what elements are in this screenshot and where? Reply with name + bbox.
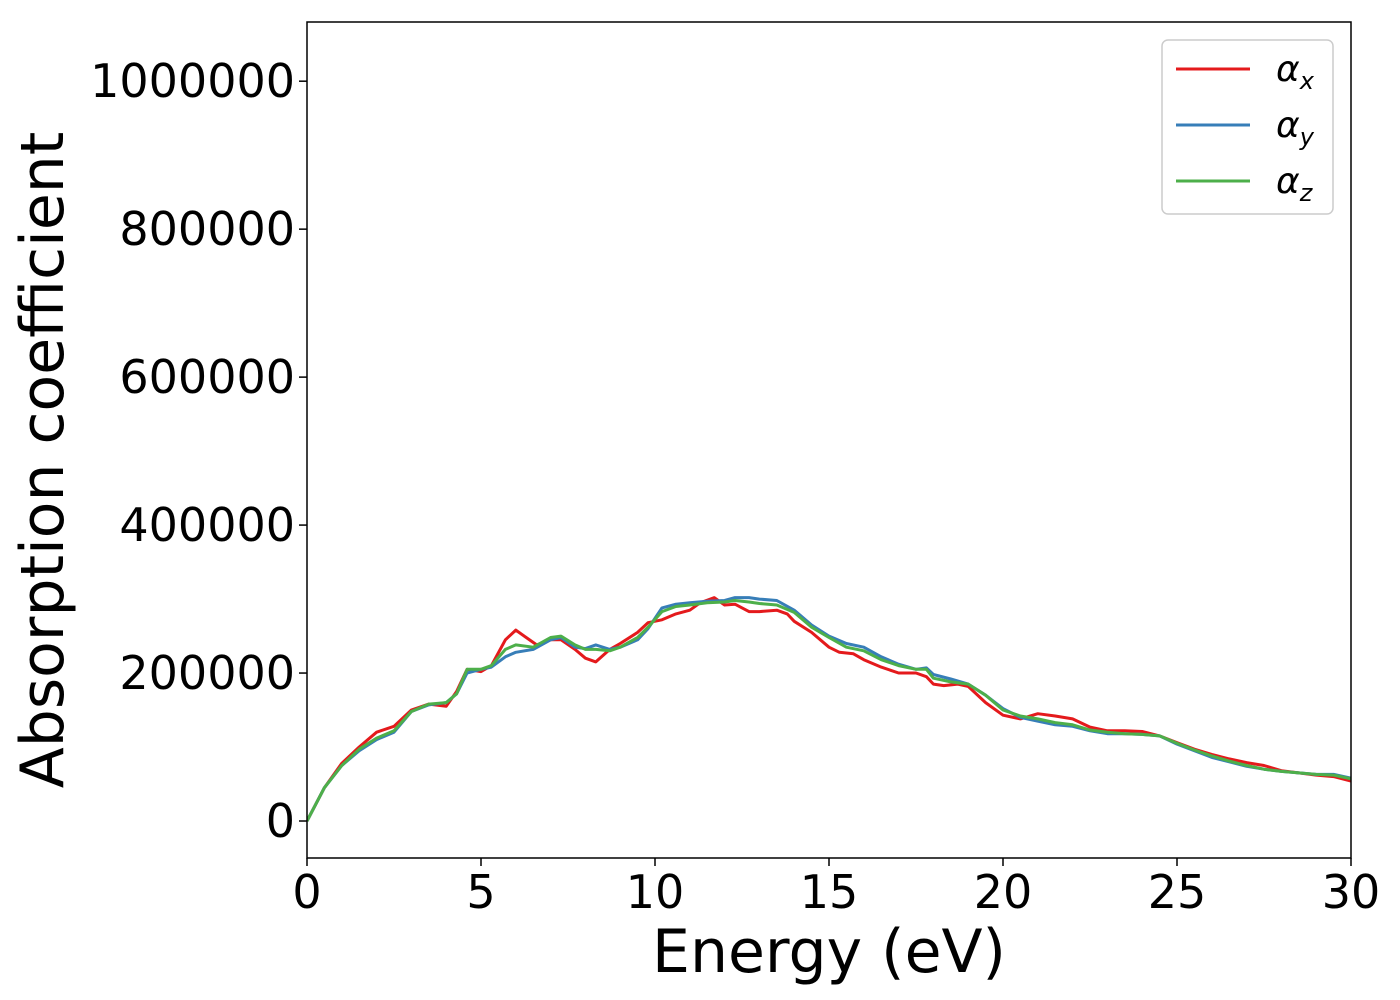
y-tick-label: 800000 bbox=[119, 202, 295, 256]
x-tick-label: 0 bbox=[292, 865, 321, 919]
legend: αx αy αz bbox=[1161, 39, 1334, 215]
plot-marks bbox=[307, 596, 1351, 822]
legend-label-z: αz bbox=[1276, 161, 1314, 207]
series-line-x bbox=[307, 596, 1351, 822]
x-tick-label: 25 bbox=[1148, 865, 1207, 919]
series-line-z bbox=[307, 599, 1351, 822]
y-tick-label: 200000 bbox=[119, 646, 295, 700]
x-tick-label: 5 bbox=[466, 865, 495, 919]
legend-label-y: αy bbox=[1276, 105, 1315, 151]
series-line-y bbox=[307, 596, 1351, 822]
legend-label-x: αx bbox=[1276, 49, 1315, 95]
x-tick-label: 20 bbox=[974, 865, 1033, 919]
x-axis-title: Energy (eV) bbox=[652, 917, 1006, 987]
y-axis-title: Absorption coefficient bbox=[8, 132, 78, 789]
legend-box bbox=[1161, 39, 1334, 215]
axes: 0 5 10 15 20 25 30 0 200000 400000 600000 800000 100… bbox=[90, 21, 1381, 919]
x-tick-label: 15 bbox=[800, 865, 859, 919]
y-tick-label: 600000 bbox=[119, 350, 295, 404]
x-tick-label: 30 bbox=[1322, 865, 1381, 919]
y-tick-label: 400000 bbox=[119, 498, 295, 552]
y-tick-label: 1000000 bbox=[90, 54, 295, 108]
x-tick-label: 10 bbox=[626, 865, 685, 919]
y-tick-label: 0 bbox=[266, 794, 295, 848]
